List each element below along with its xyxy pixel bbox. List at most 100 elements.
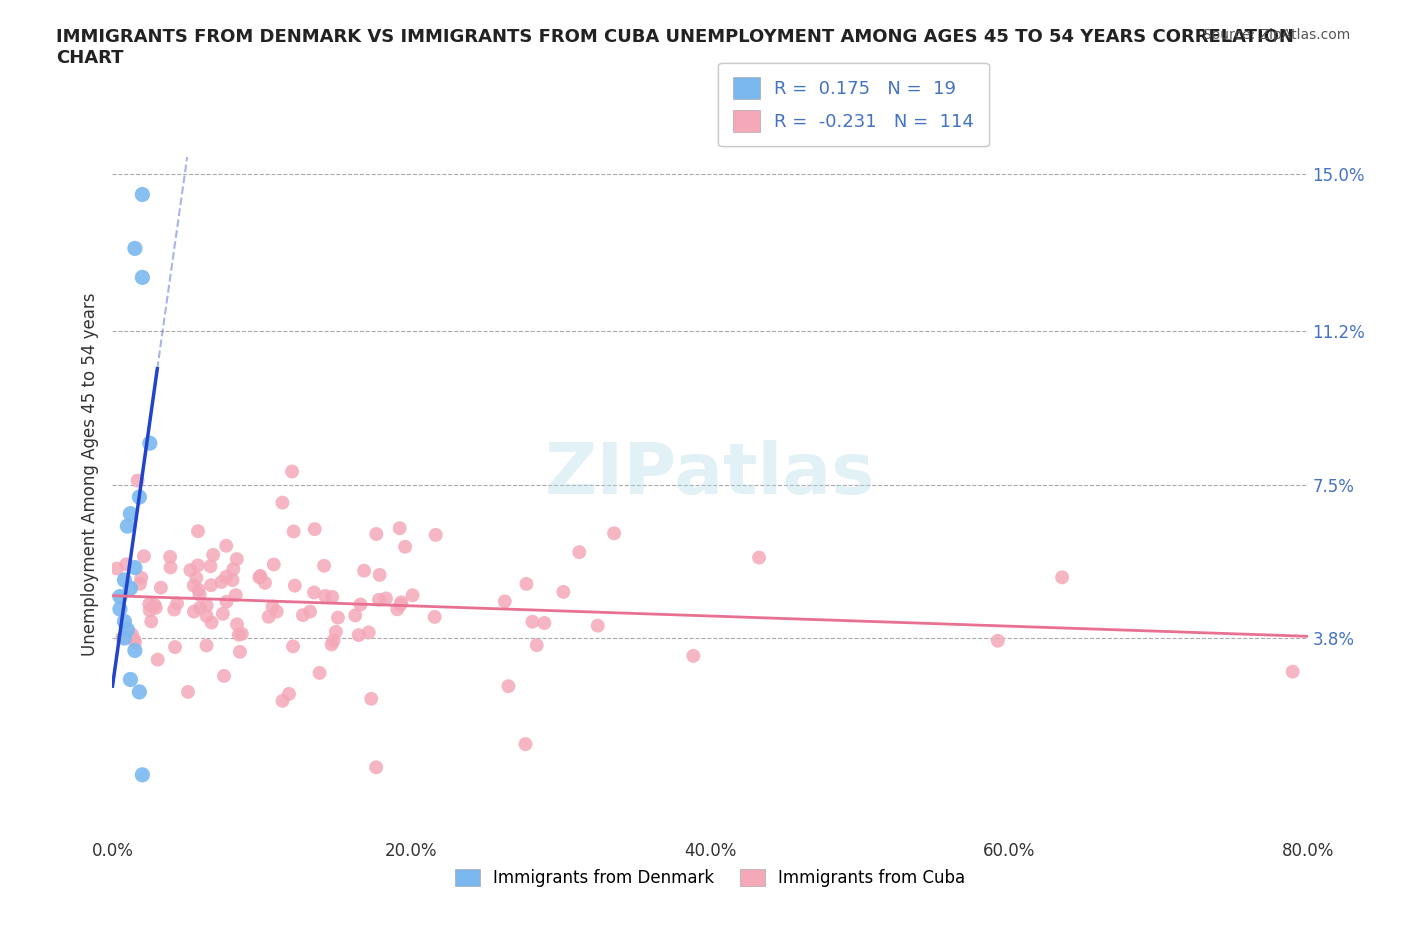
Point (183, 604, 205, 619)
Point (124, 241, 146, 256)
Point (322, 633, 344, 648)
Point (387, 602, 409, 617)
Point (271, 694, 294, 709)
Point (215, 569, 238, 584)
Point (159, 560, 181, 575)
Point (159, 550, 181, 565)
Point (302, 585, 325, 600)
Point (166, 596, 188, 611)
Point (145, 601, 167, 616)
Point (129, 577, 152, 591)
Point (226, 617, 249, 631)
Point (423, 609, 446, 624)
Point (124, 634, 146, 649)
Point (586, 618, 609, 633)
Point (114, 573, 135, 588)
Point (494, 594, 516, 609)
Point (262, 599, 284, 614)
Point (139, 436, 162, 451)
Point (209, 575, 232, 590)
Point (360, 691, 382, 706)
Point (129, 570, 152, 585)
Y-axis label: Unemployment Among Ages 45 to 54 years: Unemployment Among Ages 45 to 54 years (80, 293, 98, 656)
Point (222, 562, 245, 577)
Point (325, 624, 347, 639)
Point (284, 578, 307, 593)
Point (187, 582, 209, 597)
Point (108, 602, 131, 617)
Point (389, 597, 412, 612)
Point (128, 684, 150, 699)
Point (253, 576, 276, 591)
Point (138, 603, 160, 618)
Point (257, 609, 280, 624)
Point (425, 527, 447, 542)
Point (141, 614, 163, 629)
Point (553, 584, 575, 599)
Point (188, 601, 211, 616)
Point (394, 539, 416, 554)
Point (117, 519, 139, 534)
Point (200, 578, 222, 592)
Text: ZIPatlas: ZIPatlas (546, 440, 875, 509)
Point (987, 633, 1010, 648)
Point (105, 561, 128, 576)
Point (122, 632, 145, 647)
Point (228, 627, 250, 642)
Point (515, 737, 537, 751)
Point (114, 631, 135, 645)
Point (515, 577, 537, 591)
Point (131, 767, 153, 782)
Point (195, 608, 218, 623)
Point (271, 495, 294, 510)
Point (312, 558, 335, 573)
Legend: R =  0.175   N =  19, R =  -0.231   N =  114: R = 0.175 N = 19, R = -0.231 N = 114 (718, 62, 988, 146)
Point (120, 581, 142, 596)
Point (321, 590, 343, 604)
Point (225, 551, 247, 566)
Point (347, 628, 370, 643)
Point (179, 563, 201, 578)
Point (283, 524, 305, 538)
Point (202, 548, 225, 563)
Point (143, 597, 166, 612)
Point (215, 538, 238, 553)
Point (278, 686, 301, 701)
Point (124, 560, 146, 575)
Point (121, 627, 143, 642)
Point (526, 638, 548, 653)
Point (229, 644, 252, 659)
Point (138, 597, 160, 612)
Point (132, 549, 155, 564)
Point (326, 610, 349, 625)
Point (111, 631, 134, 645)
Point (225, 588, 247, 603)
Point (108, 589, 131, 604)
Point (304, 522, 326, 537)
Point (221, 573, 243, 588)
Point (368, 567, 391, 582)
Point (200, 559, 222, 574)
Point (366, 760, 388, 775)
Point (117, 622, 139, 637)
Point (186, 571, 208, 586)
Point (188, 587, 211, 602)
Point (249, 568, 271, 583)
Point (388, 521, 411, 536)
Point (533, 616, 555, 631)
Point (212, 669, 235, 684)
Point (603, 525, 626, 540)
Point (263, 557, 285, 572)
Point (1281, 664, 1303, 679)
Point (215, 594, 238, 609)
Point (200, 615, 222, 630)
Point (131, 270, 153, 285)
Point (522, 615, 544, 630)
Point (281, 464, 304, 479)
Point (183, 578, 205, 593)
Point (231, 627, 253, 642)
Point (163, 602, 186, 617)
Point (195, 598, 218, 613)
Point (131, 187, 153, 202)
Point (349, 597, 371, 612)
